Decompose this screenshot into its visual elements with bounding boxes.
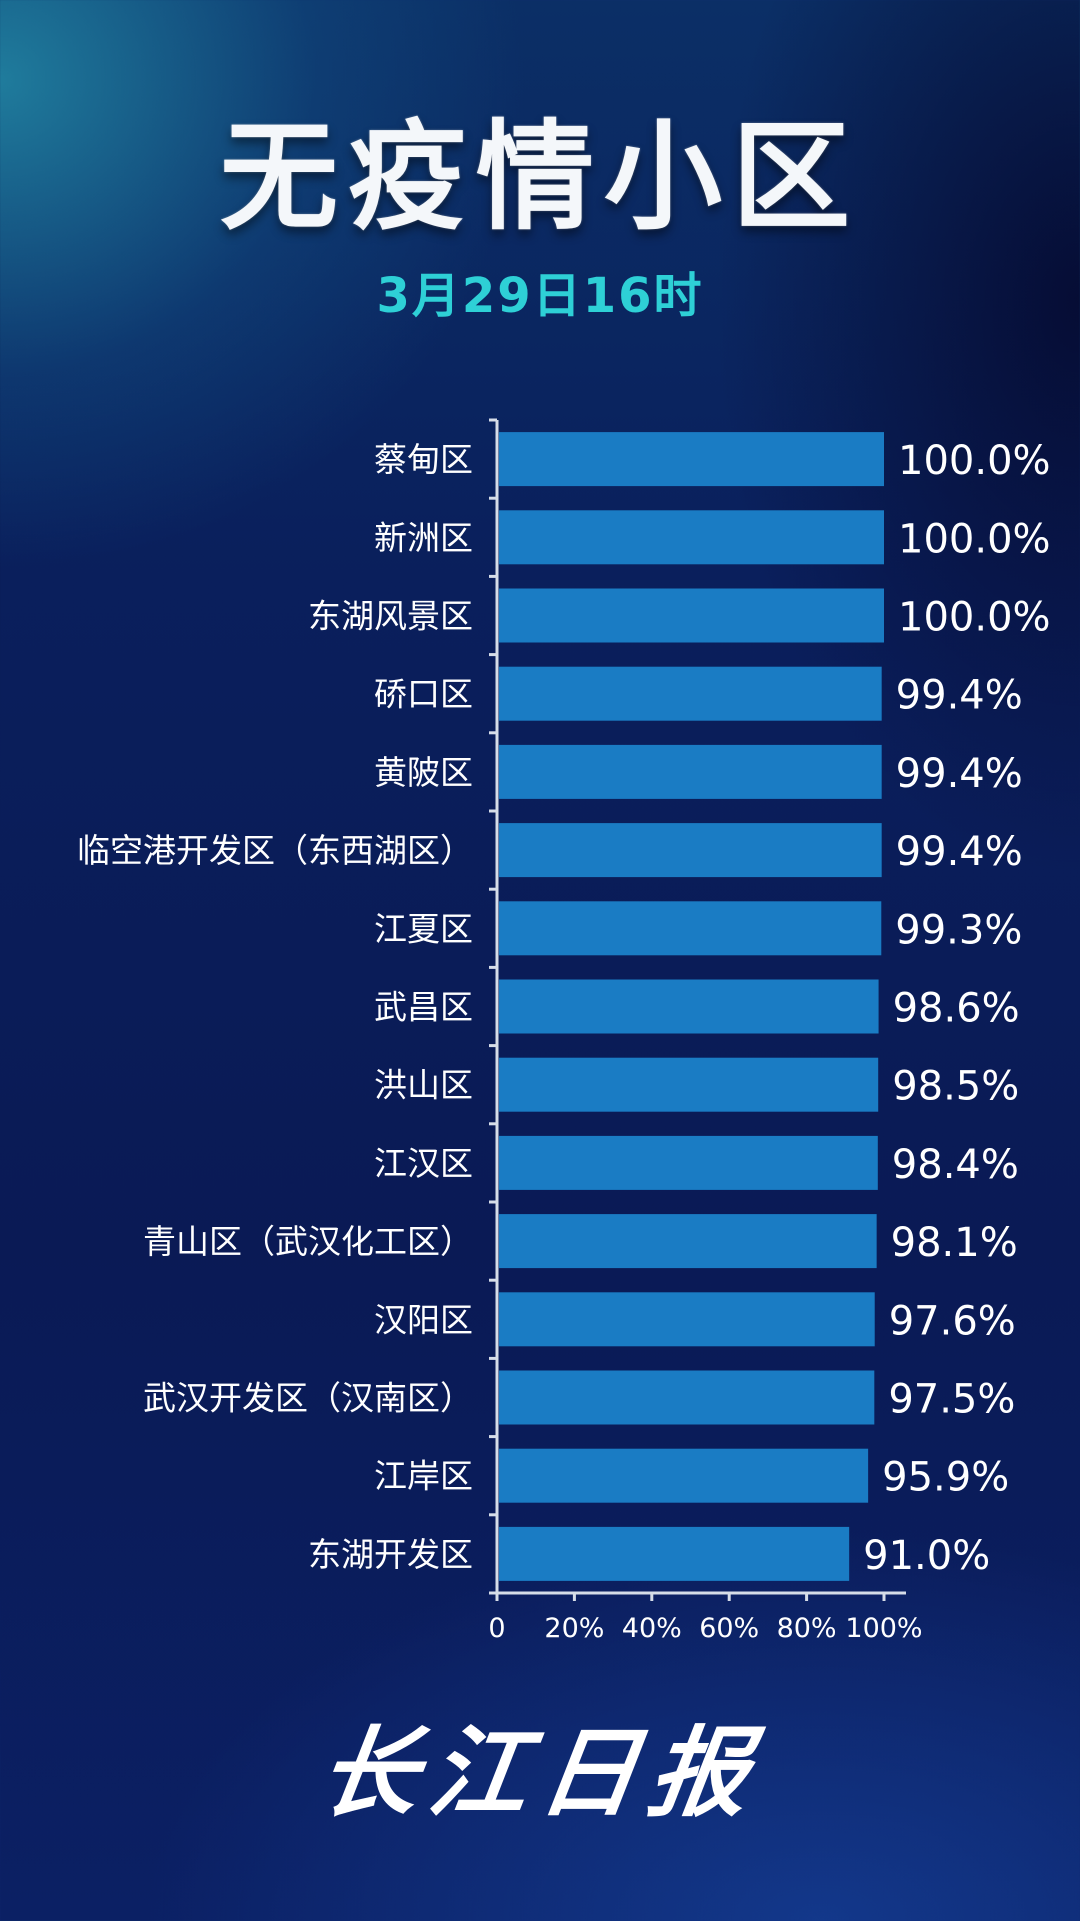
- bar: [499, 979, 879, 1034]
- bar: [499, 1214, 877, 1269]
- data-label: 99.4%: [896, 751, 1023, 797]
- category-label: 武昌区: [374, 988, 473, 1027]
- x-tick-label: 20%: [544, 1613, 604, 1644]
- category-label: 武汉开发区（汉南区）: [143, 1379, 473, 1418]
- data-label: 97.6%: [889, 1298, 1016, 1344]
- bar: [499, 1370, 875, 1425]
- category-label: 江岸区: [374, 1457, 473, 1496]
- category-label: 江汉区: [374, 1144, 473, 1183]
- page-title: 无疫情小区: [219, 108, 860, 246]
- data-label: 97.5%: [888, 1377, 1015, 1423]
- category-label: 新洲区: [374, 518, 473, 557]
- data-label: 100.0%: [898, 438, 1051, 484]
- category-label: 临空港开发区（东西湖区）: [77, 831, 473, 870]
- category-label: 汉阳区: [374, 1300, 473, 1339]
- x-tick-label: 80%: [777, 1613, 837, 1644]
- category-label: 东湖风景区: [308, 597, 473, 636]
- x-tick-label: 0: [488, 1613, 505, 1644]
- data-label: 98.4%: [892, 1142, 1019, 1188]
- bar: [499, 588, 884, 643]
- data-label: 99.4%: [896, 673, 1023, 719]
- data-label: 98.5%: [892, 1064, 1019, 1110]
- bar: [499, 1448, 869, 1503]
- data-label: 98.1%: [891, 1220, 1018, 1266]
- category-label: 江夏区: [374, 909, 473, 948]
- bar: [499, 1057, 879, 1112]
- category-label: 东湖开发区: [308, 1535, 473, 1574]
- data-label: 98.6%: [893, 986, 1020, 1032]
- bar: [499, 1135, 878, 1190]
- bar: [499, 823, 882, 878]
- x-tick-label: 40%: [622, 1613, 682, 1644]
- x-tick-label: 60%: [699, 1613, 759, 1644]
- bar: [499, 744, 882, 799]
- category-label: 洪山区: [374, 1066, 473, 1105]
- data-label: 100.0%: [898, 595, 1051, 641]
- data-label: 99.4%: [896, 829, 1023, 875]
- data-label: 95.9%: [882, 1455, 1009, 1501]
- bar: [499, 510, 884, 565]
- bar: [499, 432, 884, 487]
- data-label: 100.0%: [898, 516, 1051, 562]
- bar: [499, 901, 882, 956]
- bar: [499, 1526, 850, 1581]
- data-label: 91.0%: [863, 1533, 990, 1579]
- category-label: 硚口区: [374, 675, 473, 714]
- category-label: 蔡甸区: [374, 440, 473, 479]
- category-label: 青山区（武汉化工区）: [143, 1222, 473, 1261]
- newspaper-logo: 长江日报: [311, 1716, 769, 1831]
- data-label: 99.3%: [895, 907, 1022, 953]
- page-subtitle: 3月29日16时: [376, 268, 704, 324]
- bar: [499, 1292, 875, 1347]
- x-tick-label: 100%: [845, 1613, 922, 1644]
- bar: [499, 666, 882, 721]
- category-label: 黄陂区: [374, 753, 473, 792]
